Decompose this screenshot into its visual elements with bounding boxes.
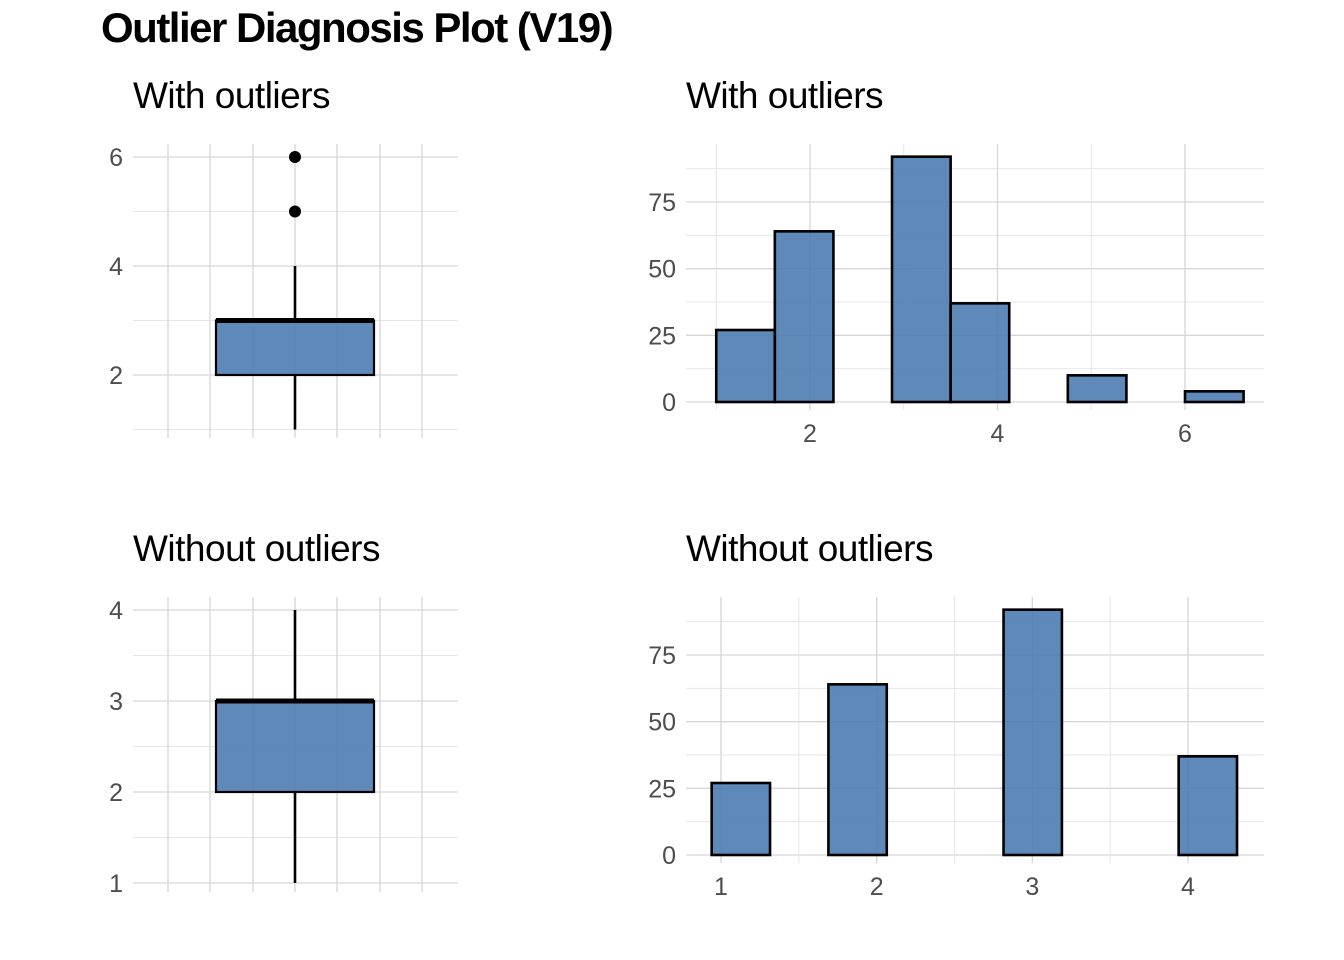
y-tick-label: 3	[109, 688, 123, 716]
histogram-bar	[714, 328, 777, 404]
histogram-bar	[1183, 390, 1245, 404]
panel-2: With outliers 0 25 50 75 2 4 6	[648, 75, 1264, 448]
x-tick-label: 1	[714, 873, 728, 901]
panel-title: With outliers	[133, 75, 330, 116]
histogram-bar	[827, 683, 889, 857]
y-tick-label: 6	[109, 144, 123, 172]
y-tick-label: 50	[648, 256, 676, 284]
panel-title: Without outliers	[133, 528, 380, 569]
histogram-bar	[1177, 755, 1239, 857]
y-tick-label: 2	[109, 779, 123, 807]
outlier-point	[289, 151, 301, 163]
box	[214, 699, 376, 794]
x-tick-label: 3	[1025, 873, 1039, 901]
y-tick-label: 25	[648, 322, 676, 350]
histogram-bar	[1066, 374, 1128, 404]
y-tick-label: 75	[648, 189, 676, 217]
outlier-point	[289, 205, 301, 218]
y-tick-label: 25	[648, 775, 676, 803]
x-tick-label: 6	[1178, 420, 1192, 448]
y-tick-label: 0	[662, 842, 676, 870]
x-tick-label: 4	[1181, 873, 1195, 901]
panel-3: Without outliers 1 2 3 4	[109, 528, 458, 898]
panel-title: Without outliers	[686, 528, 933, 569]
y-tick-label: 4	[109, 253, 123, 281]
y-tick-label: 50	[648, 709, 676, 737]
histogram-bar	[1002, 608, 1064, 857]
histogram-bar	[949, 302, 1011, 404]
y-tick-label: 0	[662, 389, 676, 417]
histogram-bar	[890, 155, 952, 404]
panel-title: With outliers	[686, 75, 883, 116]
y-tick-label: 1	[109, 870, 123, 898]
x-tick-label: 2	[803, 420, 817, 448]
y-tick-label: 2	[109, 362, 123, 390]
y-tick-label: 75	[648, 642, 676, 670]
figure-title: Outlier Diagnosis Plot (V19)	[101, 4, 614, 51]
x-tick-label: 2	[870, 873, 884, 901]
panel-1: With outliers 2 4 6	[109, 75, 458, 438]
histogram-bar	[710, 781, 772, 857]
y-tick-label: 4	[109, 597, 123, 625]
gridlines	[686, 597, 1264, 863]
x-tick-label: 4	[991, 420, 1005, 448]
panel-4: Without outliers 0 25 50 75 1 2 3 4	[648, 528, 1264, 901]
histogram-bar	[773, 230, 835, 404]
box	[214, 319, 376, 377]
